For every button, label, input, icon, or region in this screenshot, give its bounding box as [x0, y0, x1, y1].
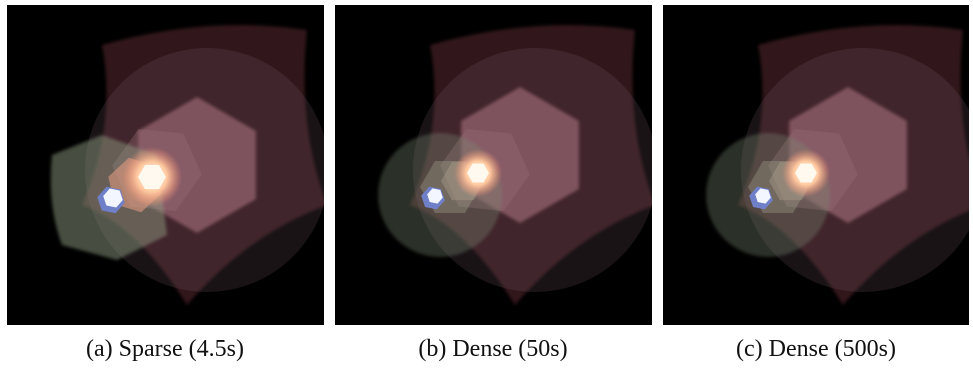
caption: (b) Dense (50s) [333, 336, 653, 363]
render-dense-50 [335, 5, 652, 325]
render-sparse [7, 5, 324, 325]
caption: (a) Sparse (4.5s) [5, 336, 325, 363]
render-dense-500 [663, 5, 969, 325]
caption: (c) Dense (500s) [656, 336, 973, 363]
page: (a) Sparse (4.5s) (b) Dense (50s) (c) De… [0, 0, 973, 374]
